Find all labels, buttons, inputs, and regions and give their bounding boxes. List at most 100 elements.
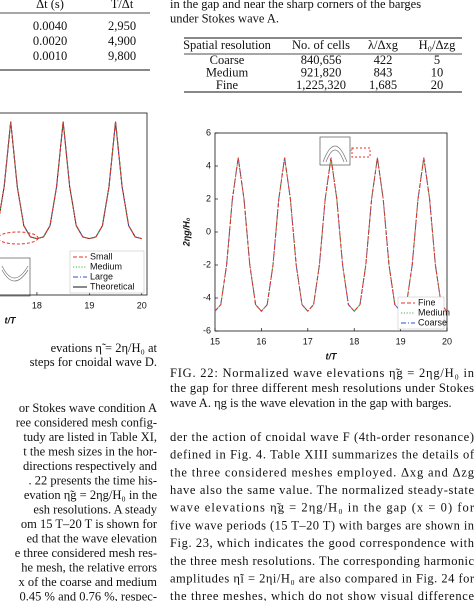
body-line: in the gap and near the sharp corners of… xyxy=(170,0,421,11)
body-line: 0.45 % and 0.76 %, respec- xyxy=(20,589,157,601)
legend-label: Large xyxy=(90,271,113,281)
y-tick-label: -2 xyxy=(203,259,211,269)
body-line: directions respectively and xyxy=(23,459,158,473)
table-cell: 422 xyxy=(374,53,393,67)
legend-box xyxy=(69,250,145,294)
table-cell: Fine xyxy=(216,78,239,92)
inset-box xyxy=(319,136,351,166)
table-cell: 20 xyxy=(431,78,444,92)
chart: 15 16 17 18 19 20 -6 -4 -2 0 2 4 6 t/T 2ηg/H₀ FineMediu… xyxy=(181,127,452,361)
inset-curve xyxy=(1,265,29,282)
series-line xyxy=(0,121,142,240)
caption-line: FIG. 22: Normalized wave elevations η̃g … xyxy=(170,366,474,380)
body-line: the three considered meshes employed. Δx… xyxy=(170,465,474,479)
body-line: the three mesh resolutions. The correspo… xyxy=(170,554,474,568)
table-cell: 0.0020 xyxy=(33,34,67,48)
table-cell: 843 xyxy=(374,65,393,79)
x-tick-label: 20 xyxy=(442,336,452,346)
x-axis-label: t/T xyxy=(326,351,338,361)
body-line: t the mesh sizes in the hor- xyxy=(23,444,157,458)
inset-box xyxy=(0,257,31,297)
body-line: ed that the wave elevation xyxy=(27,531,158,545)
series-line xyxy=(0,121,142,240)
x-tick-label: 18 xyxy=(349,336,359,346)
y-tick-label: -4 xyxy=(203,292,211,302)
x-tick-label: 19 xyxy=(84,300,94,310)
y-tick-label: 0 xyxy=(206,226,211,236)
body-line: wave elevations η̃g = 2ηg/H₀ in the gap … xyxy=(170,501,474,515)
series-line xyxy=(214,157,448,312)
table-cell: Coarse xyxy=(210,53,245,67)
table-header: No. of cells xyxy=(292,38,350,52)
table-cell: 10 xyxy=(431,65,444,79)
series-line xyxy=(214,157,448,312)
connector xyxy=(349,149,353,152)
table-header: T/Δt xyxy=(111,0,134,11)
body-line: have also the same value. The normalized… xyxy=(170,483,474,497)
zoom-marker xyxy=(0,231,39,245)
body-line: der the action of cnoidal wave F (4th-or… xyxy=(170,430,474,444)
body-line: esh resolutions. A steady xyxy=(33,502,157,516)
table-cell: 0.0040 xyxy=(33,19,67,33)
body-line: tudy are listed in Table XI, xyxy=(23,430,157,444)
body-line: e three considered mesh res- xyxy=(15,546,157,560)
body-line: ree considered mesh config- xyxy=(16,415,157,429)
legend-label: Medium xyxy=(418,307,450,317)
body-line: evation η̃g = 2ηg/H₀ in the xyxy=(24,488,158,502)
y-tick-label: 4 xyxy=(206,160,211,170)
y-axis-label: 2ηg/H₀ xyxy=(181,217,191,247)
table-cell: 2,950 xyxy=(108,19,136,33)
table-cell: Medium xyxy=(206,65,249,79)
caption-line: the gap for three different mesh resolut… xyxy=(170,381,474,395)
caption-line: wave A. ηg is the wave elevation in the … xyxy=(170,396,452,410)
x-tick-label: 16 xyxy=(256,336,266,346)
x-tick-label: 18 xyxy=(32,300,42,310)
body-line: the three meshes, which do not show visu… xyxy=(170,589,474,601)
series-line xyxy=(214,157,448,312)
body-line: defined in Fig. 4. Table XIII summarizes… xyxy=(170,448,474,462)
body-line: or Stokes wave condition A xyxy=(19,401,157,415)
legend-box xyxy=(397,296,445,330)
table-cell: 1,685 xyxy=(369,78,397,92)
table-cell: 921,820 xyxy=(301,65,342,79)
body-line: om 15 T–20 T is shown for xyxy=(21,517,158,531)
table-cell: 9,800 xyxy=(108,49,136,63)
inset-curve xyxy=(322,145,348,163)
x-tick-label: 19 xyxy=(396,336,406,346)
legend-label: Medium xyxy=(90,261,122,271)
body-line: five wave periods (15 T–20 T) with barge… xyxy=(170,518,474,532)
body-line: under Stokes wave A. xyxy=(170,11,279,25)
table-header: Spatial resolution xyxy=(183,38,272,52)
table-cell: 0.0010 xyxy=(33,49,67,63)
x-tick-label: 17 xyxy=(303,336,313,346)
plot-frame xyxy=(0,112,148,296)
table-cell: 840,656 xyxy=(301,53,342,67)
table-cell: 4,900 xyxy=(108,34,136,48)
body-line: amplitudes η̃i = 2ηi/H₀ are also compare… xyxy=(170,571,474,585)
table-cell: 1,225,320 xyxy=(296,78,346,92)
caption-line: evations η̃ = 2η/H₀ at xyxy=(51,341,158,355)
legend-label: Small xyxy=(90,251,113,261)
table-header: Δt (s) xyxy=(36,0,64,11)
body-line: Fig. 23, which indicates the good corres… xyxy=(170,536,474,550)
table-cell: 5 xyxy=(434,53,440,67)
body-line: he mesh, the relative errors xyxy=(21,560,157,574)
x-axis-label: t/T xyxy=(5,315,17,325)
legend-label: Coarse xyxy=(418,317,447,327)
body-line: x of the coarse and medium xyxy=(19,575,158,589)
body-line: . 22 presents the time his- xyxy=(29,473,157,487)
y-tick-label: 2 xyxy=(206,193,211,203)
y-tick-label: 6 xyxy=(206,127,211,137)
x-tick-label: 20 xyxy=(137,300,147,310)
y-tick-label: -6 xyxy=(203,325,211,335)
series-line xyxy=(0,121,142,240)
table-header: H₀/Δzg xyxy=(419,38,456,52)
legend-label: Theoretical xyxy=(90,281,135,291)
caption-line: steps for cnoidal wave D. xyxy=(30,355,157,369)
x-tick-label: 15 xyxy=(210,336,220,346)
series-line xyxy=(0,121,142,240)
zoom-marker xyxy=(351,147,371,158)
